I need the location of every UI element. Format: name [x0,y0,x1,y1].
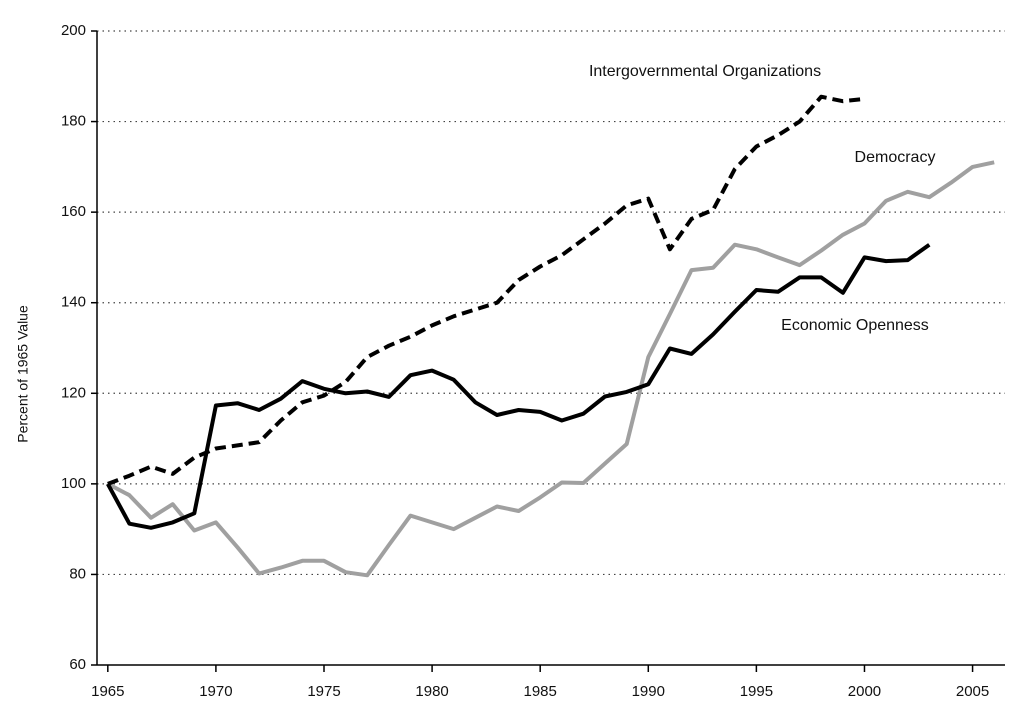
y-axis-label: Percent of 1965 Value [15,305,31,443]
y-tick-label: 80 [69,565,86,582]
series-label: Economic Openness [781,317,929,334]
x-tick-label: 1975 [307,683,340,700]
x-tick-label: 1970 [199,683,232,700]
x-tick-label: 2000 [848,683,881,700]
y-tick-label: 100 [61,475,86,492]
x-tick-label: 1990 [632,683,665,700]
y-tick-label: 140 [61,294,86,311]
x-tick-label: 1980 [415,683,448,700]
y-tick-label: 180 [61,113,86,130]
y-tick-label: 200 [61,22,86,39]
x-tick-label: 1965 [91,683,124,700]
series-line [106,243,931,530]
y-tick-label: 60 [69,656,86,673]
y-tick-label: 160 [61,203,86,220]
series-label: Intergovernmental Organizations [589,63,821,80]
series-line [107,94,865,486]
series-line [106,160,995,578]
series-label: Democracy [855,149,936,166]
y-tick-label: 120 [61,384,86,401]
x-tick-label: 2005 [956,683,989,700]
x-tick-label: 1985 [524,683,557,700]
x-tick-label: 1995 [740,683,773,700]
